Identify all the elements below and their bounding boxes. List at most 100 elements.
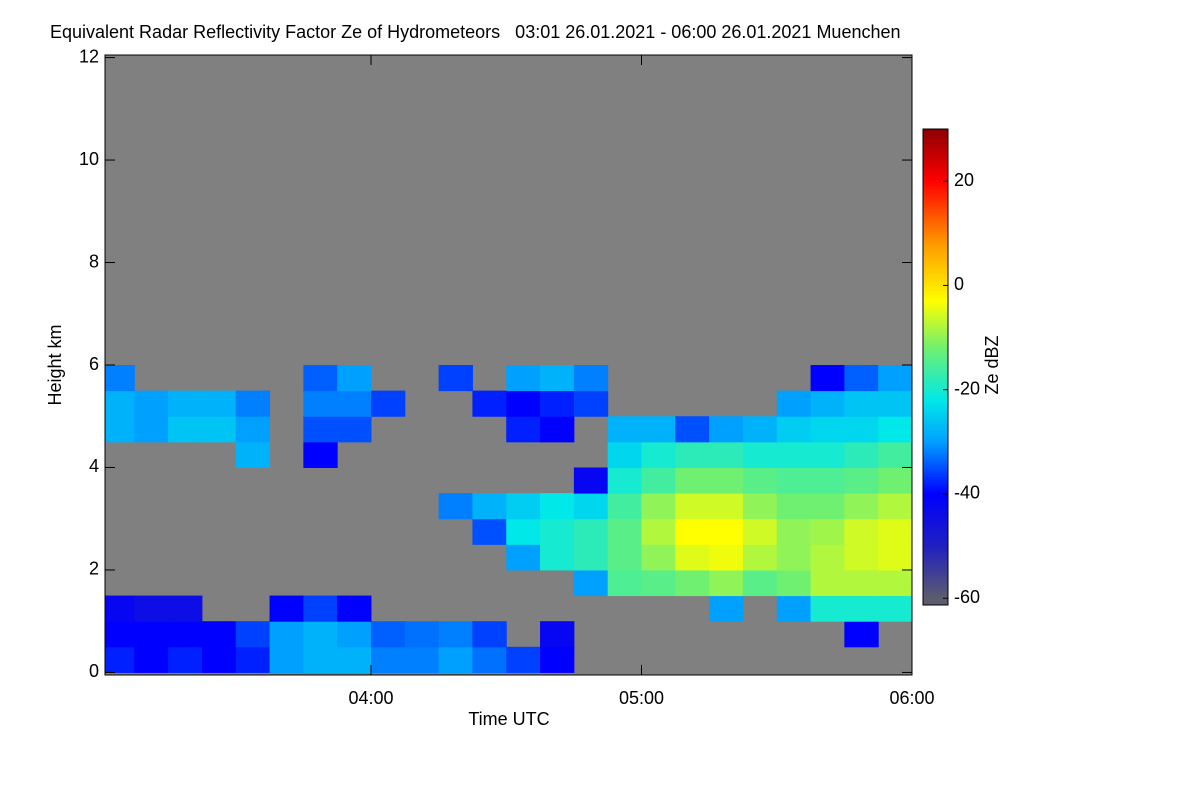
heatmap-cell xyxy=(878,390,912,417)
heatmap-cell xyxy=(168,646,203,673)
heatmap-cell xyxy=(506,390,541,417)
heatmap-cell xyxy=(438,646,473,673)
heatmap-cell xyxy=(303,646,338,673)
heatmap-cell xyxy=(742,416,778,443)
heatmap-cell xyxy=(810,569,845,597)
heatmap-cell xyxy=(675,441,710,468)
heatmap-cell xyxy=(810,518,845,545)
heatmap-cell xyxy=(235,646,271,673)
heatmap-cell xyxy=(776,467,812,494)
heatmap-cell xyxy=(776,595,812,622)
heatmap-cell xyxy=(506,416,541,443)
heatmap-cell xyxy=(404,621,440,648)
heatmap-cell xyxy=(810,467,845,494)
heatmap-cell xyxy=(303,441,338,468)
heatmap-cell xyxy=(675,467,710,494)
heatmap-cell xyxy=(201,416,237,443)
heatmap-cell xyxy=(675,493,710,520)
heatmap-cell xyxy=(709,518,744,545)
heatmap-cell xyxy=(844,365,879,392)
heatmap-cell xyxy=(168,416,203,443)
heatmap-cell xyxy=(878,544,912,571)
heatmap-cell xyxy=(472,518,507,545)
heatmap-cell xyxy=(641,569,676,597)
heatmap-cell xyxy=(709,441,744,468)
colorbar-tick-label: -40 xyxy=(954,483,980,503)
heatmap-cell xyxy=(506,493,541,520)
x-tick-label: 06:00 xyxy=(889,688,934,708)
heatmap-cell xyxy=(337,416,372,443)
colorbar-tick-label: 0 xyxy=(954,274,964,294)
heatmap-cell xyxy=(134,621,169,648)
heatmap-cell xyxy=(438,493,473,520)
heatmap-cell xyxy=(709,493,744,520)
heatmap-cell xyxy=(105,390,135,417)
heatmap-cell xyxy=(573,569,609,597)
heatmap-cell xyxy=(404,646,440,673)
heatmap-cell xyxy=(573,467,609,494)
heatmap-cell xyxy=(105,416,135,443)
y-tick-label: 4 xyxy=(89,456,99,476)
heatmap-cell xyxy=(742,441,778,468)
heatmap-cell xyxy=(878,416,912,443)
heatmap-cell xyxy=(573,518,609,545)
heatmap-cell xyxy=(540,493,575,520)
heatmap-cell xyxy=(506,365,541,392)
y-tick-label: 2 xyxy=(89,559,99,579)
y-tick-label: 10 xyxy=(79,149,99,169)
heatmap-cell xyxy=(709,544,744,571)
x-tick-label: 04:00 xyxy=(348,688,393,708)
heatmap-cell xyxy=(337,595,372,622)
heatmap-cell xyxy=(742,518,778,545)
heatmap-cell xyxy=(540,621,575,648)
heatmap-cell xyxy=(709,569,744,597)
heatmap-cell xyxy=(337,646,372,673)
heatmap-cell xyxy=(235,441,271,468)
heatmap-cell xyxy=(675,544,710,571)
heatmap-cell xyxy=(573,493,609,520)
heatmap-cell xyxy=(878,518,912,545)
heatmap-cell xyxy=(607,518,642,545)
y-tick-label: 8 xyxy=(89,251,99,271)
heatmap-cell xyxy=(472,390,507,417)
heatmap-cell xyxy=(742,467,778,494)
heatmap-cell xyxy=(776,569,812,597)
heatmap-cell xyxy=(709,416,744,443)
colorbar-label: Ze dBZ xyxy=(982,335,1002,394)
heatmap-cell xyxy=(303,595,338,622)
heatmap-cell xyxy=(303,416,338,443)
heatmap-cell xyxy=(844,390,879,417)
heatmap-cell xyxy=(105,595,135,622)
heatmap-cell xyxy=(641,416,676,443)
heatmap-cell xyxy=(540,390,575,417)
heatmap-cell xyxy=(105,646,135,673)
heatmap-cell xyxy=(844,518,879,545)
heatmap-cell xyxy=(709,467,744,494)
heatmap-cell xyxy=(370,646,406,673)
colorbar xyxy=(923,129,948,605)
heatmap-cell xyxy=(472,646,507,673)
heatmap-cell xyxy=(134,646,169,673)
x-axis-label: Time UTC xyxy=(468,709,549,729)
y-tick-label: 6 xyxy=(89,354,99,374)
heatmap-cell xyxy=(641,493,676,520)
heatmap-cell xyxy=(607,493,642,520)
heatmap-cell xyxy=(134,390,169,417)
heatmap-cell xyxy=(472,493,507,520)
heatmap-cell xyxy=(810,544,845,571)
heatmap-cell xyxy=(878,365,912,392)
heatmap-cell xyxy=(675,416,710,443)
heatmap-cell xyxy=(607,569,642,597)
heatmap-cell xyxy=(844,441,879,468)
heatmap-cell xyxy=(641,544,676,571)
heatmap-cell xyxy=(472,621,507,648)
heatmap-cell xyxy=(168,390,203,417)
heatmap-cell xyxy=(438,621,473,648)
heatmap-cell xyxy=(641,441,676,468)
heatmap-cell xyxy=(540,518,575,545)
heatmap-cell xyxy=(878,569,912,597)
heatmap-cell xyxy=(776,441,812,468)
heatmap-cell xyxy=(675,569,710,597)
heatmap-cell xyxy=(303,390,338,417)
heatmap-cell xyxy=(269,646,304,673)
